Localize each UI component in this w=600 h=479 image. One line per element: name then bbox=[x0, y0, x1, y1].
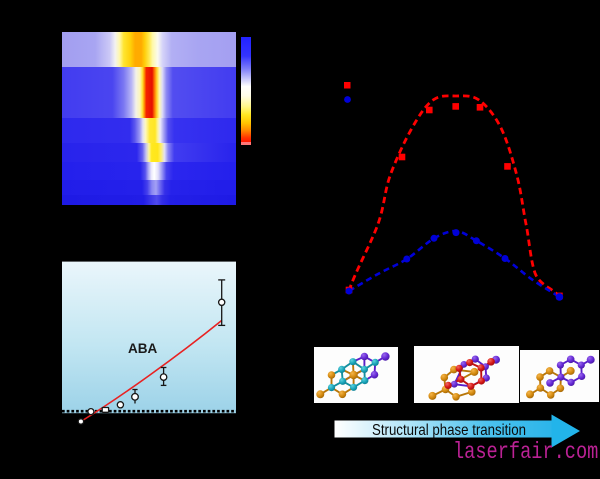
svg-text:ABA: ABA bbox=[128, 341, 157, 356]
